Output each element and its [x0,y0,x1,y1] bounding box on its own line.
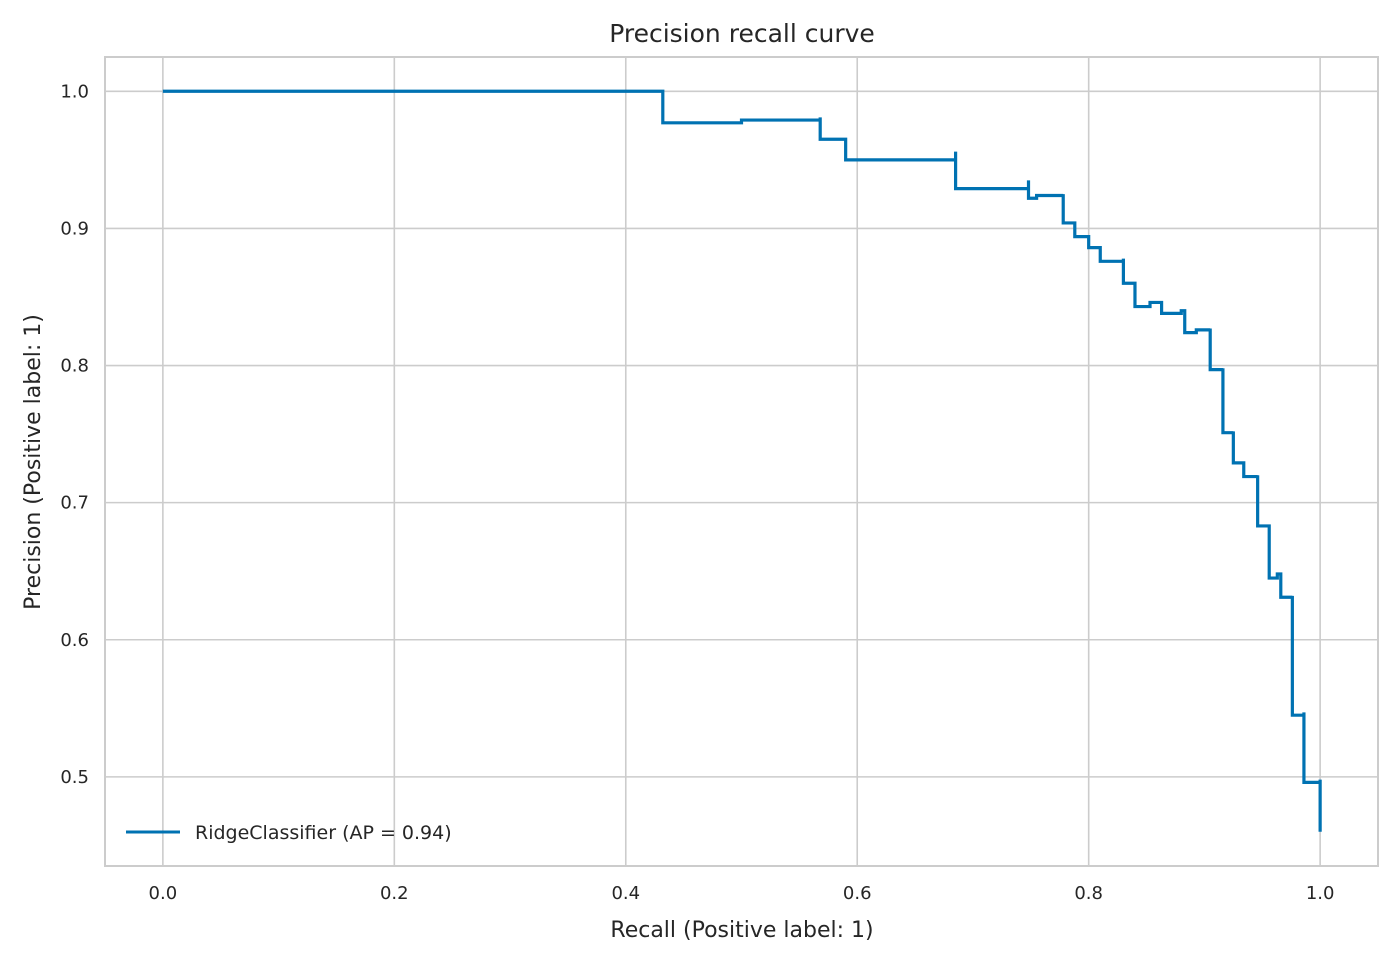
x-tick-label: 0.8 [1074,883,1103,904]
y-tick-label: 0.9 [60,218,89,239]
y-tick-label: 0.6 [60,630,89,651]
series-layer [162,89,1322,832]
y-tick-label: 0.7 [60,493,89,514]
x-tick-label: 1.0 [1306,883,1335,904]
chart-title: Precision recall curve [609,19,875,48]
y-tick-label: 0.5 [60,767,89,788]
grid [105,57,1378,866]
x-tick-label: 0.0 [149,883,178,904]
x-tick-labels: 0.0 0.2 0.4 0.6 0.8 1.0 [149,883,1335,904]
legend: RidgeClassifier (AP = 0.94) [126,822,452,844]
x-tick-label: 0.4 [611,883,640,904]
x-tick-label: 0.2 [380,883,409,904]
y-tick-labels: 0.5 0.6 0.7 0.8 0.9 1.0 [60,81,89,788]
x-tick-label: 0.6 [843,883,872,904]
y-tick-label: 0.8 [60,356,89,377]
legend-label: RidgeClassifier (AP = 0.94) [195,822,452,844]
plot-frame [104,56,1379,867]
y-axis-label: Precision (Positive label: 1) [21,314,46,610]
y-tick-label: 1.0 [60,81,89,102]
series-line [162,89,1322,832]
x-axis-label: Recall (Positive label: 1) [610,918,873,943]
